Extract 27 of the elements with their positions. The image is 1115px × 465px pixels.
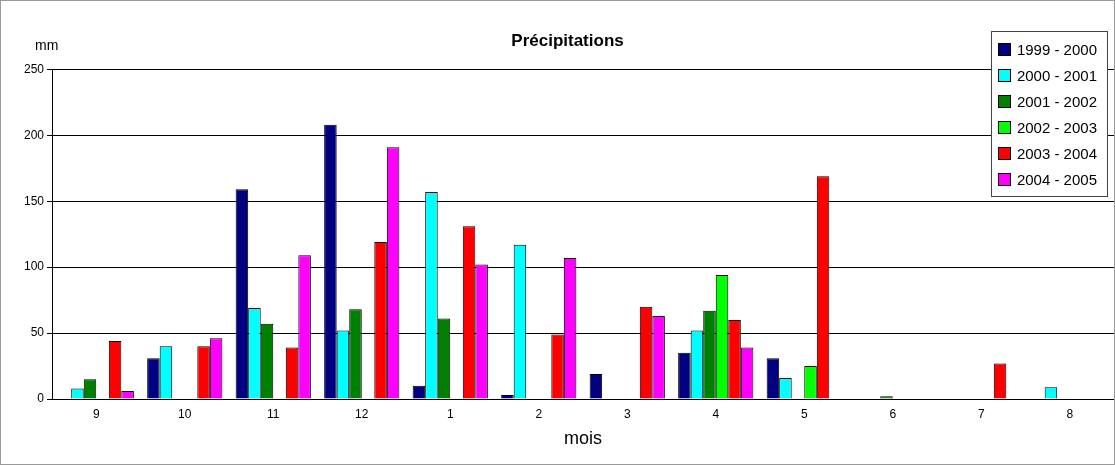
- x-tick-label: 12: [355, 406, 369, 421]
- y-axis-title: mm: [35, 37, 59, 53]
- x-tick-label: 9: [92, 406, 100, 421]
- legend-label: 1999 - 2000: [1016, 40, 1097, 58]
- y-tick-label: 250: [23, 61, 45, 76]
- x-tick-label: 6: [889, 406, 897, 421]
- y-tick-label: 150: [23, 193, 45, 208]
- x-tick-label: 1: [446, 406, 454, 421]
- x-tick-label: 4: [712, 406, 720, 421]
- legend-label: 2004 - 2005: [1016, 170, 1097, 188]
- y-tick-label: 50: [30, 325, 45, 340]
- legend-label: 2002 - 2003: [1016, 118, 1097, 136]
- x-tick-label: 8: [1066, 406, 1074, 421]
- x-tick-label: 2: [535, 406, 543, 421]
- y-tick-label: 100: [23, 259, 45, 274]
- x-tick-label: 11: [267, 406, 280, 421]
- x-tick-label: 7: [977, 406, 985, 421]
- x-tick-label: 3: [623, 406, 631, 421]
- chart-title: Précipitations: [511, 30, 624, 50]
- legend-label: 2000 - 2001: [1016, 66, 1097, 84]
- legend-label: 2001 - 2002: [1016, 92, 1097, 110]
- y-tick-label: 0: [37, 391, 45, 406]
- legend-label: 2003 - 2004: [1016, 144, 1097, 162]
- x-tick-label: 10: [178, 406, 192, 421]
- y-tick-label: 200: [23, 127, 45, 142]
- x-axis-title: mois: [564, 428, 603, 449]
- x-tick-label: 5: [800, 406, 808, 421]
